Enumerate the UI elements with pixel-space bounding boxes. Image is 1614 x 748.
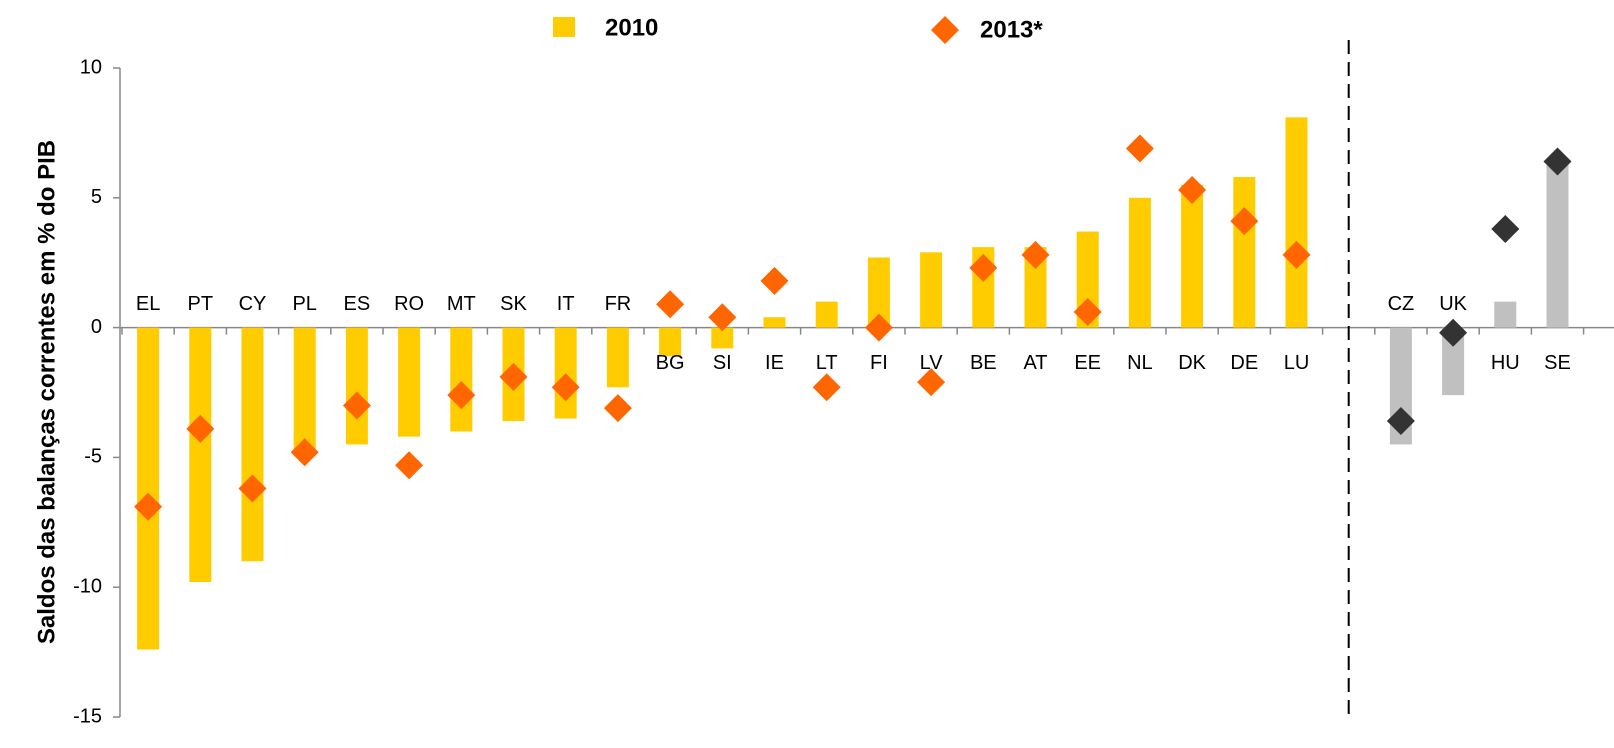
x-tick-label: SK (500, 293, 527, 315)
x-tick-label: FI (870, 352, 888, 374)
y-tick-label: -10 (73, 575, 102, 597)
x-tick-label: EL (136, 293, 160, 315)
diamond-marker (760, 266, 789, 295)
diamond-marker (708, 303, 737, 332)
diamond-marker (812, 373, 841, 402)
diamond-marker (1386, 407, 1415, 436)
bar (1546, 158, 1569, 328)
x-tick-label: CY (239, 293, 267, 315)
diamond-marker (1021, 240, 1050, 269)
diamond-marker (1439, 318, 1468, 347)
bar (659, 327, 682, 357)
x-tick-label: PT (188, 293, 214, 315)
bar (345, 327, 368, 445)
x-tick-label: SI (713, 352, 732, 374)
bar (763, 317, 786, 328)
x-tick-label: IE (765, 352, 784, 374)
bar (398, 327, 421, 437)
y-tick-label: 5 (91, 186, 102, 208)
bar (815, 301, 838, 328)
x-tick-label: HU (1491, 352, 1520, 374)
diamond-marker (917, 368, 946, 397)
x-tick-label: LT (816, 352, 838, 374)
diamond-marker (864, 313, 893, 342)
bar (554, 327, 577, 419)
x-tick-label: IT (557, 293, 575, 315)
diamond-marker (1491, 214, 1520, 243)
diamond-marker (342, 391, 371, 420)
x-tick-label: EE (1074, 352, 1101, 374)
diamond-marker (447, 381, 476, 410)
bar (189, 327, 212, 583)
x-tick-label: PL (292, 293, 316, 315)
diamond-marker (1125, 134, 1154, 163)
diamond-marker (1178, 176, 1207, 205)
diamond-marker (395, 451, 424, 480)
x-tick-label: AT (1023, 352, 1047, 374)
diamond-marker (134, 492, 163, 521)
bar (1442, 327, 1465, 396)
bar (867, 257, 890, 328)
y-tick-label: 10 (80, 56, 102, 78)
x-tick-label: NL (1127, 352, 1153, 374)
bar (1128, 197, 1151, 328)
x-tick-label: FR (605, 293, 632, 315)
diamond-marker (499, 362, 528, 391)
bar (1494, 301, 1517, 328)
bar (920, 252, 943, 328)
y-axis-title: Saldos das balanças correntes em % do PI… (33, 140, 60, 644)
x-tick-label: LU (1284, 352, 1310, 374)
y-tick-label: -5 (84, 446, 102, 468)
bar (450, 327, 473, 432)
x-tick-label: CZ (1388, 293, 1415, 315)
bar (1024, 247, 1047, 328)
diamond-marker (969, 253, 998, 282)
x-tick-label: LV (920, 352, 944, 374)
y-tick-label: -15 (73, 705, 102, 727)
x-tick-label: UK (1439, 293, 1467, 315)
x-tick-label: ES (344, 293, 371, 315)
bar (1181, 184, 1204, 328)
x-tick-label: MT (447, 293, 476, 315)
x-tick-label: DK (1178, 352, 1206, 374)
diamond-marker (290, 438, 319, 467)
diamond-marker (1230, 207, 1259, 236)
diamond-marker (186, 414, 215, 443)
legend-label: 2010 (605, 14, 658, 41)
diamond-marker (1543, 147, 1572, 176)
diamond-marker (603, 394, 632, 423)
legend-swatch (553, 17, 575, 37)
bar (137, 327, 160, 650)
y-tick-label: 0 (91, 316, 102, 338)
bar (711, 327, 734, 349)
diamond-marker (656, 290, 685, 319)
diamond-marker (1282, 240, 1311, 269)
bar (293, 327, 316, 455)
x-tick-label: RO (394, 293, 424, 315)
x-tick-label: BG (656, 352, 685, 374)
bar (241, 327, 264, 562)
x-tick-label: DE (1230, 352, 1258, 374)
diamond-marker (551, 373, 580, 402)
bar (1285, 117, 1308, 328)
bar (606, 327, 629, 388)
bar (1233, 177, 1256, 328)
legend-label: 2013* (980, 16, 1043, 43)
x-tick-label: SE (1544, 352, 1571, 374)
legend-swatch (931, 16, 959, 44)
diamond-marker (1073, 298, 1102, 327)
x-tick-label: BE (970, 352, 997, 374)
diamond-marker (238, 474, 267, 503)
